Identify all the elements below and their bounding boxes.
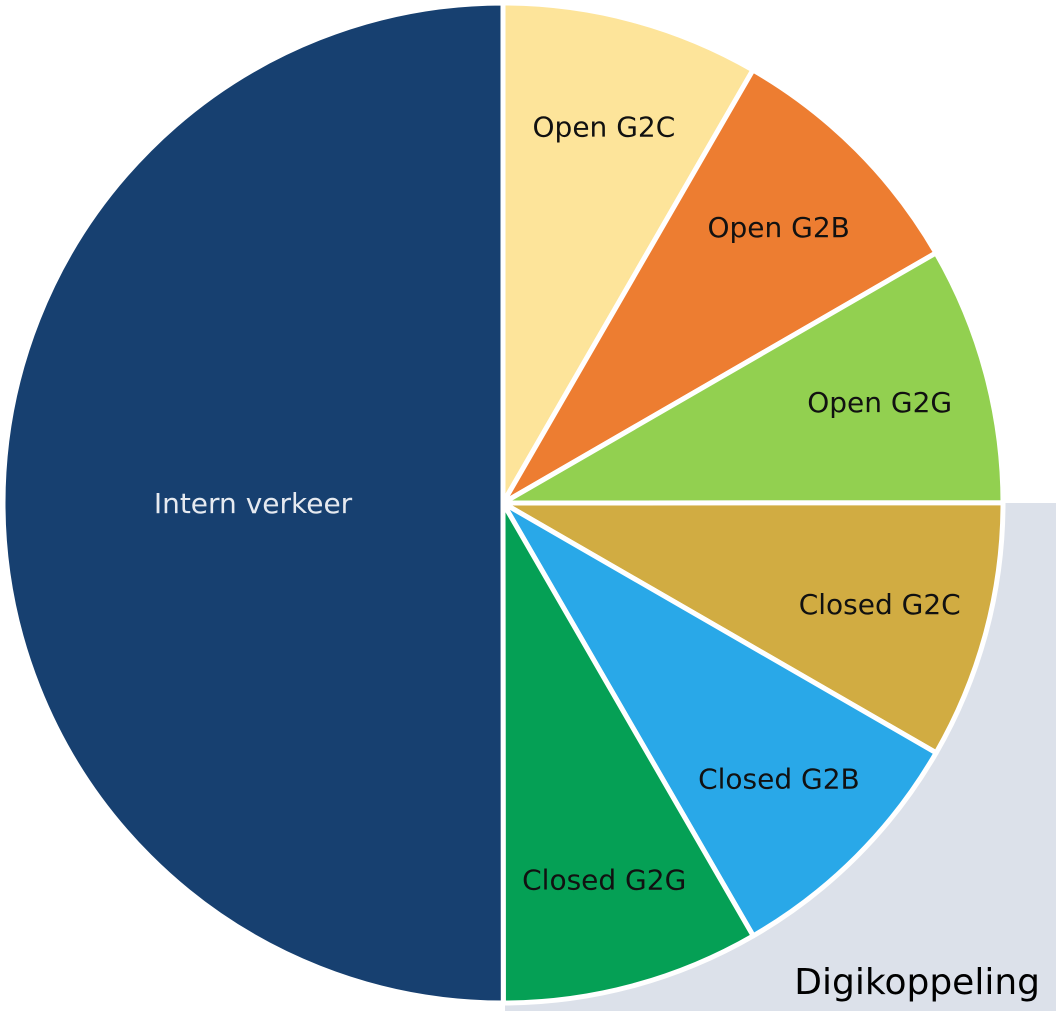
slice-label-open-g2c: Open G2C <box>533 110 676 143</box>
annotation-label-digikoppeling: Digikoppeling <box>794 962 1040 1003</box>
slice-label-open-g2b: Open G2B <box>707 211 849 244</box>
slice-label-closed-g2c: Closed G2C <box>799 588 961 621</box>
slice-label-intern-verkeer: Intern verkeer <box>154 487 353 520</box>
slice-closed-g2c <box>500 500 1006 756</box>
slice-label-closed-g2b: Closed G2B <box>698 763 860 796</box>
slice-open-g2g <box>500 250 1006 506</box>
slice-open-g2b <box>500 67 939 506</box>
slice-label-open-g2g: Open G2G <box>807 386 952 419</box>
slice-closed-g2b <box>500 500 939 939</box>
slice-label-closed-g2g: Closed G2G <box>522 864 686 897</box>
slice-intern-verkeer <box>0 0 506 1006</box>
slice-closed-g2g <box>500 500 756 1006</box>
slice-open-g2c <box>500 0 756 506</box>
